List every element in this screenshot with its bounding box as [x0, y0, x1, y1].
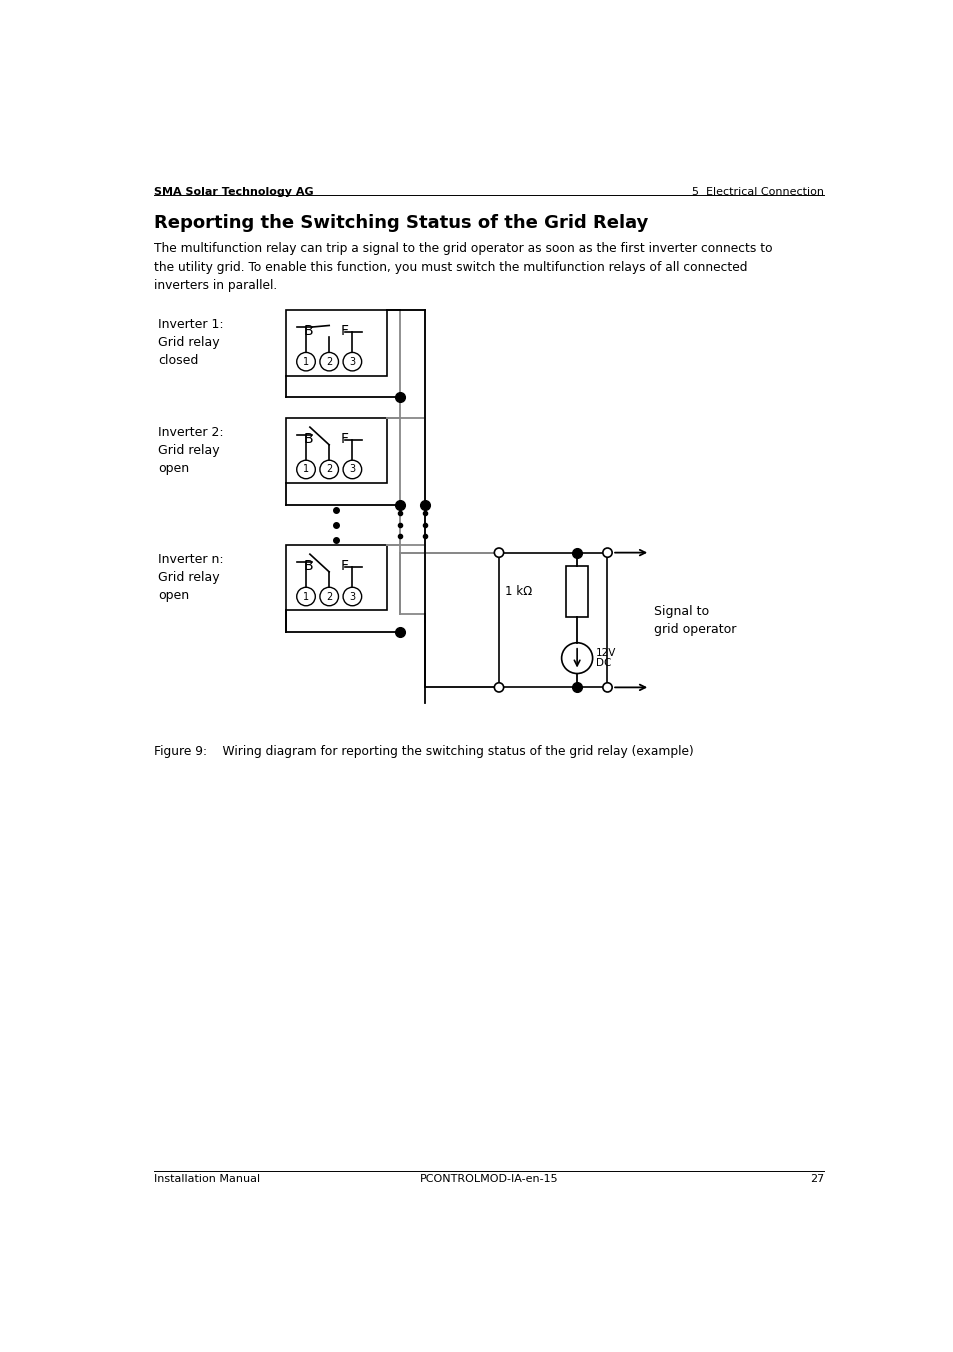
- Text: Figure 9:    Wiring diagram for reporting the switching status of the grid relay: Figure 9: Wiring diagram for reporting t…: [154, 745, 693, 758]
- Bar: [498, 553, 607, 687]
- Text: 1 kΩ: 1 kΩ: [505, 585, 532, 598]
- Text: 3: 3: [349, 592, 355, 602]
- Bar: [566, 566, 587, 617]
- Text: 5  Electrical Connection: 5 Electrical Connection: [692, 187, 823, 197]
- Bar: [286, 545, 386, 610]
- Circle shape: [343, 460, 361, 479]
- Text: B: B: [303, 558, 313, 573]
- Text: The multifunction relay can trip a signal to the grid operator as soon as the fi: The multifunction relay can trip a signa…: [154, 242, 772, 292]
- Text: 12V: 12V: [595, 649, 616, 658]
- Text: 1: 1: [303, 357, 309, 366]
- Text: B: B: [303, 431, 313, 446]
- Text: F: F: [340, 324, 348, 338]
- Text: 2: 2: [326, 357, 332, 366]
- Circle shape: [343, 587, 361, 606]
- Text: Inverter n:
Grid relay
open: Inverter n: Grid relay open: [158, 553, 223, 602]
- Text: Inverter 1:
Grid relay
closed: Inverter 1: Grid relay closed: [158, 318, 223, 366]
- Circle shape: [296, 460, 315, 479]
- Text: B: B: [303, 324, 313, 338]
- Text: PCONTROLMOD-IA-en-15: PCONTROLMOD-IA-en-15: [419, 1174, 558, 1184]
- Text: 2: 2: [326, 592, 332, 602]
- Bar: [286, 310, 386, 376]
- Text: 3: 3: [349, 357, 355, 366]
- Text: DC: DC: [595, 657, 611, 668]
- Circle shape: [602, 683, 612, 692]
- Text: SMA Solar Technology AG: SMA Solar Technology AG: [154, 187, 314, 197]
- Text: 2: 2: [326, 465, 332, 475]
- Text: 1: 1: [303, 465, 309, 475]
- Circle shape: [319, 460, 338, 479]
- Circle shape: [319, 353, 338, 370]
- Circle shape: [296, 587, 315, 606]
- Text: Installation Manual: Installation Manual: [154, 1174, 260, 1184]
- Text: 27: 27: [809, 1174, 823, 1184]
- Text: F: F: [340, 431, 348, 446]
- Circle shape: [602, 548, 612, 557]
- Text: Reporting the Switching Status of the Grid Relay: Reporting the Switching Status of the Gr…: [154, 214, 648, 231]
- Text: F: F: [340, 558, 348, 573]
- Bar: [286, 418, 386, 483]
- Circle shape: [296, 353, 315, 370]
- Text: 3: 3: [349, 465, 355, 475]
- Circle shape: [319, 587, 338, 606]
- Text: Inverter 2:
Grid relay
open: Inverter 2: Grid relay open: [158, 426, 223, 475]
- Circle shape: [494, 548, 503, 557]
- Text: 1: 1: [303, 592, 309, 602]
- Circle shape: [494, 683, 503, 692]
- Text: Signal to
grid operator: Signal to grid operator: [654, 604, 736, 635]
- Circle shape: [343, 353, 361, 370]
